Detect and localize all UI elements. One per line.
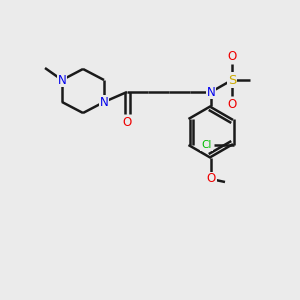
Text: O: O [227,98,237,110]
Text: O: O [122,116,132,130]
Text: S: S [228,74,236,86]
Text: N: N [58,74,66,86]
Text: N: N [207,85,215,98]
Text: O: O [206,172,216,185]
Text: Cl: Cl [201,140,212,150]
Text: N: N [100,95,108,109]
Text: O: O [227,50,237,62]
